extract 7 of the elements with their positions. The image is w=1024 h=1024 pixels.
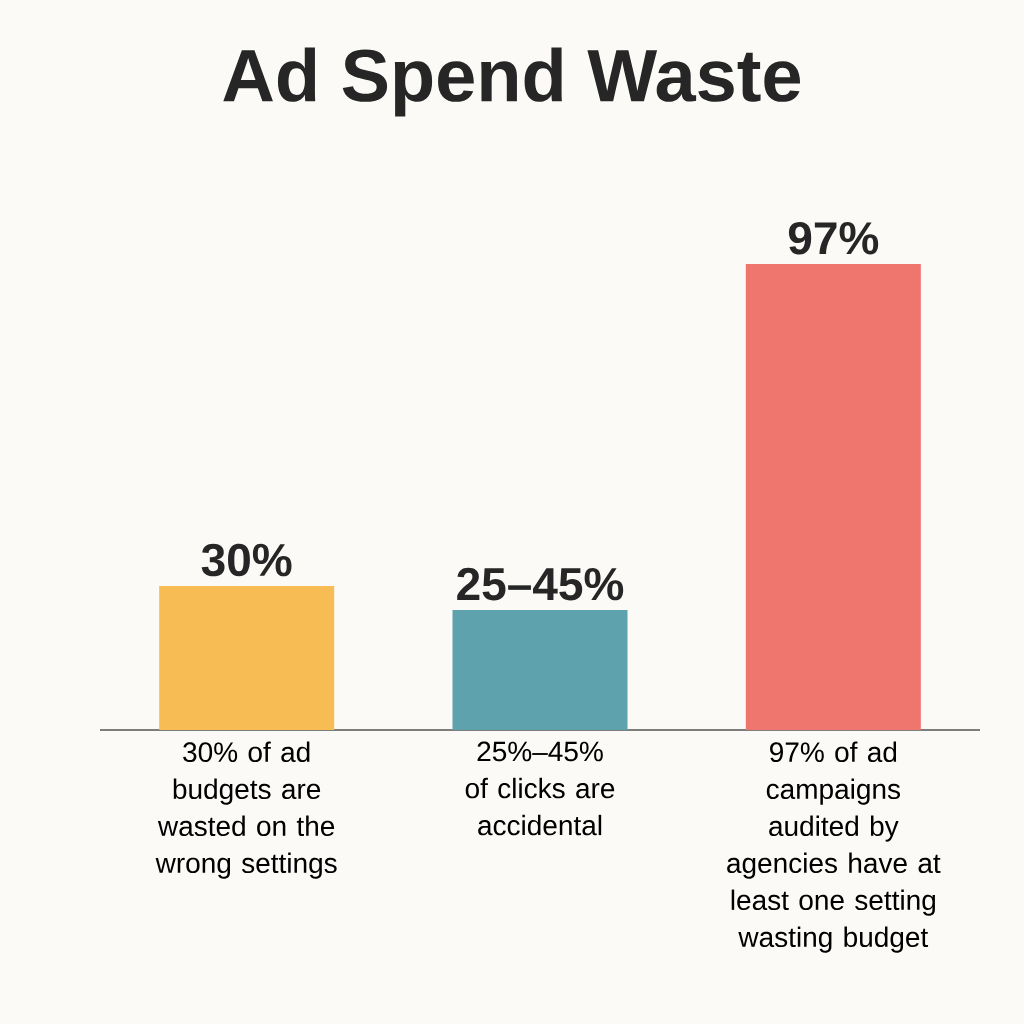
x-tick-label: 25%–45% of clicks are accidental [465,741,615,836]
data-label: 25–45% [457,567,624,601]
data-label: 97% [788,221,879,255]
x-tick-label: 30% of ad budgets are wasted on the wrong settings [155,741,337,879]
x-tick-label: 97% of ad campaigns audited by agencies have at least one setting wasting budget [727,741,941,953]
data-label: 30% [201,543,292,577]
chart-title: Ad Spend Waste [223,47,801,117]
